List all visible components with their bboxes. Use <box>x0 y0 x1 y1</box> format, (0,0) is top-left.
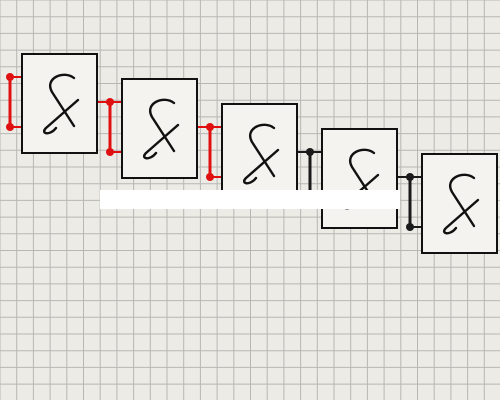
junction-dot[interactable] <box>6 123 14 131</box>
and-symbol-icon <box>442 173 480 235</box>
junction-dot[interactable] <box>406 173 414 181</box>
wire-gate-2-to-gate-3[interactable] <box>197 123 222 181</box>
junction-dot[interactable] <box>6 73 14 81</box>
and-symbol-icon <box>242 123 280 185</box>
wires-layer <box>6 73 422 231</box>
and-gate-2[interactable] <box>121 78 198 179</box>
and-symbol-icon <box>142 98 180 160</box>
wire-input-to-gate-1[interactable] <box>6 73 22 131</box>
junction-dot[interactable] <box>306 148 314 156</box>
wire-gate-4-to-gate-5[interactable] <box>397 173 422 231</box>
and-gate-1[interactable] <box>21 53 98 154</box>
wire-gate-1-to-gate-2[interactable] <box>97 98 122 156</box>
and-symbol-icon <box>42 73 80 135</box>
and-gate-5[interactable] <box>421 153 498 254</box>
junction-dot[interactable] <box>206 123 214 131</box>
junction-dot[interactable] <box>106 98 114 106</box>
and-gate-4[interactable] <box>321 128 398 229</box>
junction-dot[interactable] <box>406 223 414 231</box>
overlay-bar <box>100 190 400 209</box>
and-gate-3[interactable] <box>221 103 298 204</box>
junction-dot[interactable] <box>206 173 214 181</box>
junction-dot[interactable] <box>106 148 114 156</box>
gates-layer <box>21 53 498 254</box>
